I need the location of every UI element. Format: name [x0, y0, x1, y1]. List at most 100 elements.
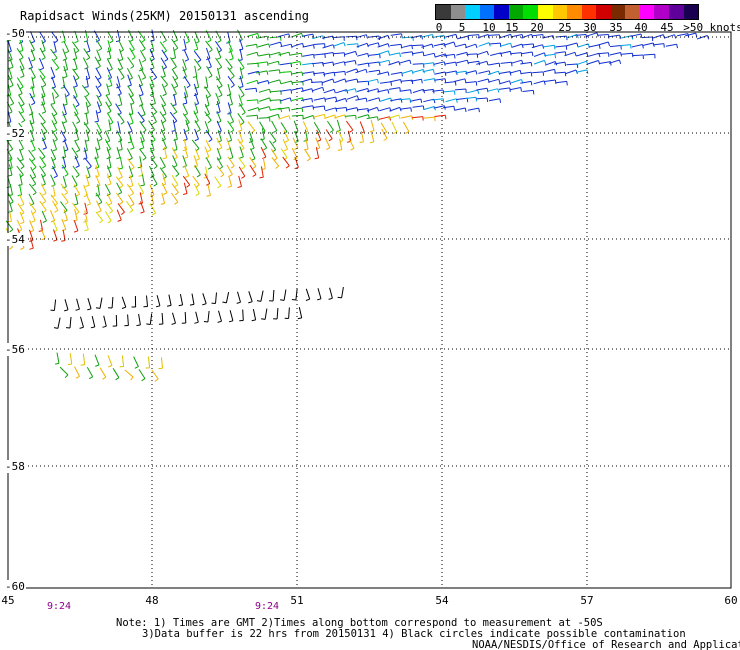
wind-barb-tick: [30, 41, 35, 44]
wind-barb: [326, 120, 334, 131]
wind-barb-tick: [332, 61, 335, 67]
wind-barb-tick: [216, 111, 221, 114]
wind-barb: [323, 71, 335, 75]
wind-barb: [195, 76, 200, 88]
wind-barb: [5, 220, 14, 230]
wind-barb-tick: [155, 305, 161, 308]
wind-barb: [193, 83, 199, 95]
wind-barb: [7, 40, 12, 52]
wind-barb: [490, 52, 501, 56]
wind-barb-tick: [6, 186, 11, 189]
wind-barb: [246, 114, 258, 117]
wind-barb: [412, 44, 424, 47]
wind-barb: [41, 40, 46, 51]
legend-swatch: [450, 5, 466, 19]
wind-barb-tick: [267, 80, 270, 85]
wind-barb: [333, 52, 345, 55]
wind-barb-tick: [174, 184, 179, 188]
wind-barb: [434, 78, 446, 81]
wind-barb: [325, 129, 333, 139]
wind-barb: [269, 131, 277, 142]
wind-barb: [8, 67, 13, 79]
wind-barb: [597, 41, 609, 46]
wind-barb: [193, 183, 200, 194]
wind-barb: [160, 57, 168, 68]
wind-barb-tick: [150, 194, 155, 197]
wind-barb-tick: [75, 193, 80, 197]
wind-barb: [542, 35, 554, 39]
wind-barb: [117, 121, 121, 133]
wind-barb: [302, 115, 314, 120]
wind-barb: [533, 52, 545, 57]
wind-barb-tick: [160, 202, 165, 205]
wind-barb: [56, 352, 60, 364]
wind-barb-tick: [151, 139, 156, 143]
wind-barb-tick: [290, 44, 293, 49]
wind-barb: [57, 317, 61, 329]
wind-barb: [174, 128, 178, 140]
wind-barb: [239, 38, 244, 50]
wind-barb: [161, 182, 168, 194]
wind-barb: [191, 139, 200, 149]
wind-barb: [246, 51, 258, 56]
wind-barb-tick: [130, 166, 135, 171]
wind-barb: [95, 38, 103, 49]
wind-barb: [140, 104, 146, 115]
wind-barb: [391, 121, 398, 133]
wind-barb: [334, 114, 346, 119]
wind-barb: [344, 88, 356, 92]
wind-barb: [256, 35, 268, 39]
wind-barb-tick: [138, 69, 144, 72]
wind-barb: [399, 89, 411, 92]
wind-barb-tick: [409, 59, 412, 65]
wind-barb-tick: [285, 165, 290, 169]
wind-barb-tick: [73, 219, 78, 222]
wind-barb: [366, 78, 378, 83]
wind-barb-tick: [102, 325, 107, 328]
wind-barb-tick: [31, 149, 36, 152]
wind-barb: [399, 59, 410, 64]
wind-barb: [50, 48, 58, 59]
wind-barb: [172, 75, 179, 87]
wind-barb: [291, 32, 302, 38]
wind-barb: [161, 357, 163, 369]
wind-barb: [18, 58, 25, 69]
wind-barb: [39, 200, 47, 211]
wind-barb-tick: [94, 157, 99, 160]
wind-barb: [105, 94, 113, 106]
wind-barb: [63, 41, 70, 52]
wind-barb: [608, 34, 620, 38]
wind-barb-tick: [142, 157, 147, 161]
wind-barb: [53, 229, 58, 241]
wind-barb-tick: [106, 193, 111, 197]
wind-barb: [599, 61, 611, 64]
wind-barb-tick: [136, 324, 141, 327]
wind-barb: [333, 36, 345, 39]
wind-barb: [118, 93, 123, 105]
wind-barb: [53, 40, 57, 52]
wind-barb: [476, 50, 488, 56]
wind-barb-tick: [314, 157, 319, 160]
wind-barb-tick: [140, 120, 145, 124]
wind-barb-tick: [421, 79, 423, 84]
wind-barb-tick: [207, 66, 212, 69]
wind-barb: [216, 137, 223, 148]
wind-barb-tick: [444, 78, 447, 83]
wind-barb: [202, 293, 207, 304]
wind-barb: [64, 58, 69, 70]
wind-barb: [106, 146, 111, 158]
wind-barb: [239, 146, 244, 158]
wind-barb: [312, 62, 324, 65]
wind-barb-tick: [252, 165, 257, 169]
wind-barb-tick: [152, 121, 157, 125]
wind-barb: [302, 62, 314, 66]
wind-barb-tick: [256, 52, 259, 57]
wind-barb: [313, 72, 325, 75]
wind-barb: [609, 45, 621, 48]
wind-barb: [85, 75, 89, 87]
wind-barb-tick: [227, 139, 232, 143]
wind-barb: [267, 113, 279, 118]
wind-barb-tick: [73, 131, 78, 134]
wind-barb: [115, 176, 124, 186]
wind-barb: [38, 112, 46, 123]
